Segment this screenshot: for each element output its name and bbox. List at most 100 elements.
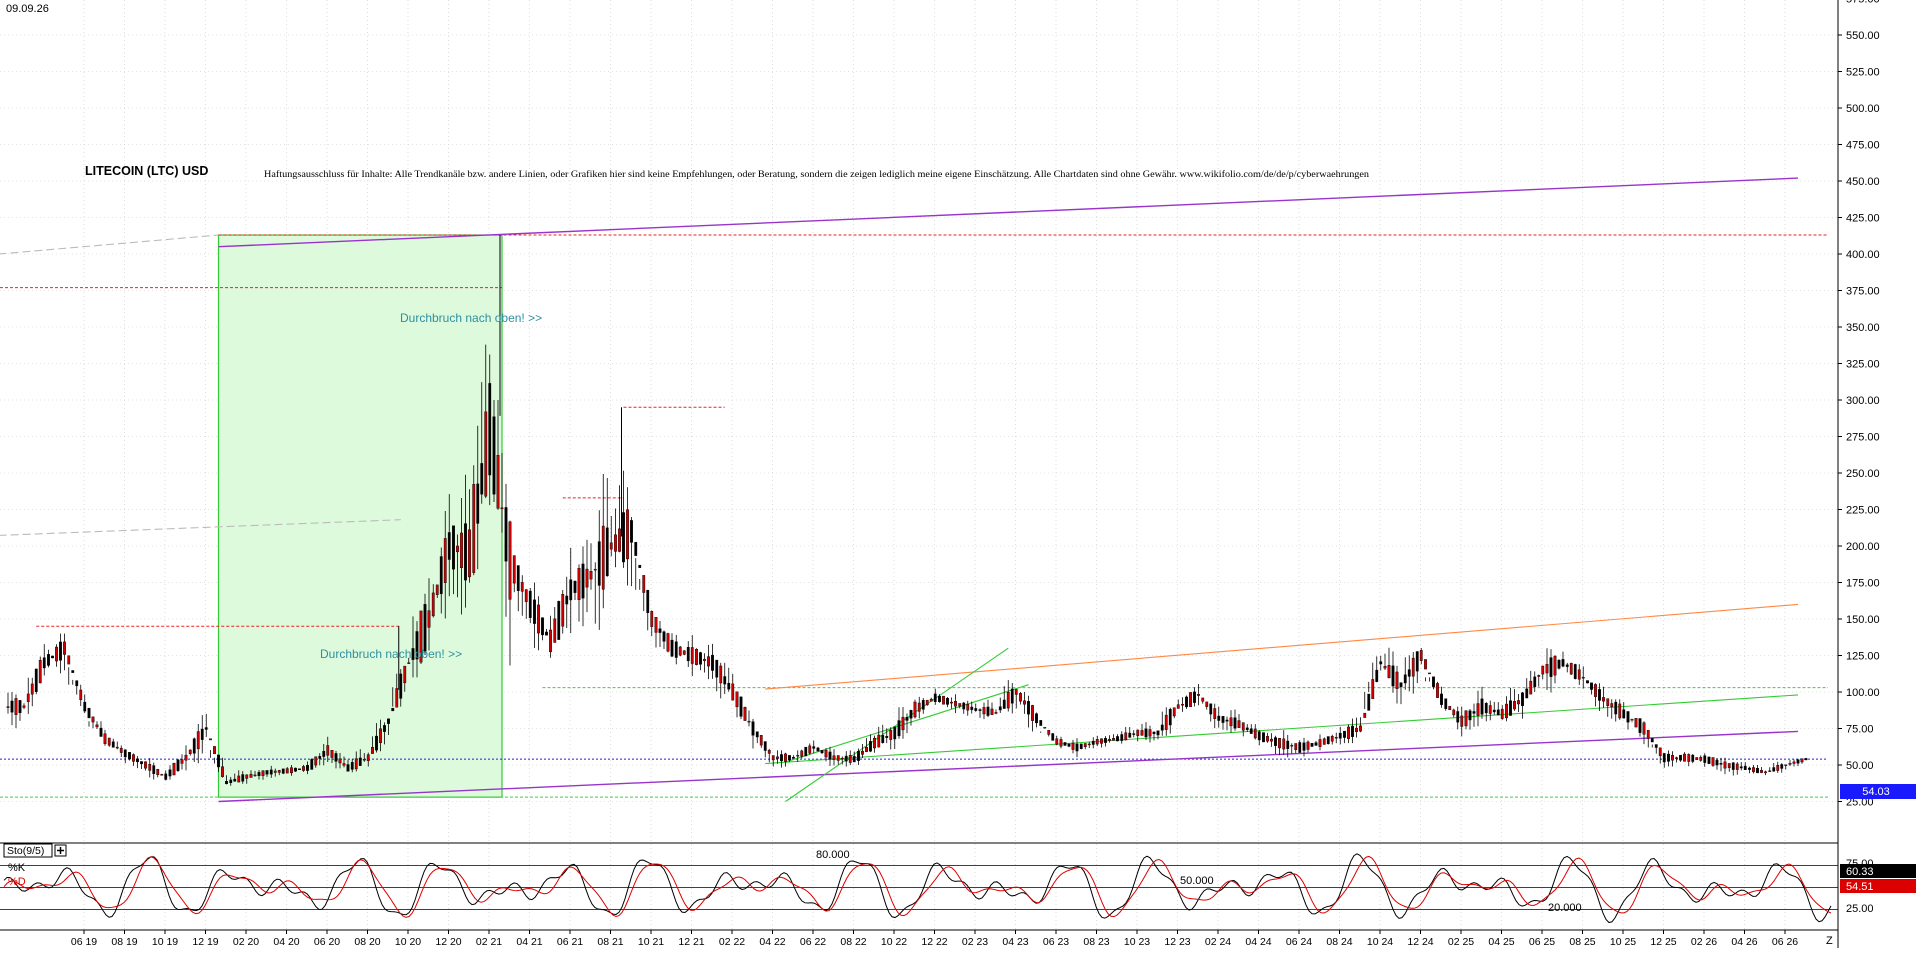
- candle-body: [484, 411, 488, 497]
- candle-body: [1326, 736, 1330, 745]
- candle-body: [1306, 741, 1310, 750]
- candle-body: [1031, 705, 1034, 721]
- candle-body: [804, 746, 808, 757]
- candle-body: [1209, 703, 1213, 715]
- candle-body: [1752, 767, 1755, 773]
- candle-body: [1638, 718, 1642, 733]
- candle-body: [516, 565, 520, 591]
- candle-body: [573, 580, 577, 593]
- x-tick-label: 10 23: [1124, 936, 1150, 948]
- candle-body: [342, 763, 346, 766]
- candle-body: [885, 736, 889, 738]
- candle-body: [34, 668, 38, 692]
- candle-body: [1577, 669, 1581, 680]
- candle-body: [1428, 672, 1431, 675]
- candle-body: [1590, 682, 1593, 690]
- candle-body: [1245, 727, 1249, 730]
- candle-body: [1654, 744, 1658, 748]
- candle-body: [447, 532, 451, 560]
- candle-body: [1444, 698, 1448, 709]
- y-tick-label: 525.00: [1846, 67, 1880, 79]
- candle-body: [75, 680, 79, 687]
- candle-body: [245, 774, 249, 779]
- candle-body: [1310, 742, 1314, 747]
- x-tick-label: 12 19: [192, 936, 218, 948]
- candle-body: [1557, 659, 1561, 669]
- candle-body: [306, 765, 309, 771]
- candle-body: [537, 604, 540, 634]
- candle-body: [1387, 665, 1391, 679]
- candle-body: [504, 507, 508, 562]
- candle-body: [1602, 697, 1605, 702]
- candle-body: [861, 750, 864, 755]
- candle-body: [10, 700, 14, 713]
- candle-body: [326, 745, 330, 756]
- x-tick-label: 06 21: [557, 936, 583, 948]
- candle-body: [1282, 738, 1286, 750]
- candle-body: [1266, 736, 1269, 742]
- x-tick-label: 04 26: [1731, 936, 1757, 948]
- date-label: 09.09.26: [6, 3, 49, 15]
- candle-body: [1367, 693, 1371, 711]
- x-tick-label: 06 20: [314, 936, 340, 948]
- candle-body: [95, 724, 99, 728]
- candle-body: [91, 716, 95, 723]
- candle-body: [1197, 694, 1200, 696]
- x-tick-label: 10 19: [152, 936, 178, 948]
- candle-body: [269, 769, 273, 775]
- y-tick-label: 575.00: [1846, 0, 1880, 6]
- candle-body: [1436, 683, 1439, 698]
- candle-body: [371, 746, 374, 754]
- candle-body: [1646, 729, 1650, 739]
- candle-body: [290, 767, 293, 774]
- candle-body: [176, 759, 180, 771]
- candle-body: [1148, 729, 1152, 737]
- y-tick-label: 500.00: [1846, 103, 1880, 115]
- candle-body: [314, 756, 318, 766]
- candle-body: [310, 759, 314, 770]
- candle-body: [990, 708, 994, 715]
- indicator-add-icon[interactable]: [54, 844, 67, 857]
- candle-body: [1144, 728, 1148, 738]
- candle-body: [1517, 700, 1520, 705]
- candle-body: [893, 726, 897, 740]
- candle-body: [1480, 698, 1484, 715]
- candle-body: [1407, 669, 1411, 677]
- candle-body: [387, 718, 390, 724]
- x-tick-label: 08 20: [354, 936, 380, 948]
- stoch-level-20: 20.000: [1548, 902, 1582, 914]
- candle-body: [1472, 711, 1476, 714]
- candle-body: [1687, 754, 1691, 762]
- stoch-k-value: 60.33: [1846, 866, 1874, 878]
- candle-body: [715, 659, 719, 678]
- candle-body: [970, 706, 974, 710]
- candle-body: [1695, 757, 1699, 760]
- candle-body: [132, 754, 135, 762]
- trend-line-green-support: [765, 694, 1799, 765]
- candle-body: [650, 611, 654, 627]
- candle-body: [63, 641, 66, 655]
- candle-body: [824, 749, 828, 758]
- candle-body: [1610, 703, 1614, 707]
- candle-body: [1452, 709, 1456, 716]
- candle-body: [800, 750, 804, 757]
- candle-body: [1100, 738, 1103, 744]
- candle-body: [1314, 742, 1318, 746]
- candle-body: [1553, 656, 1557, 676]
- candle-body: [22, 705, 26, 708]
- candle-body: [14, 698, 18, 715]
- candle-body: [557, 601, 561, 640]
- candle-body: [1253, 728, 1257, 739]
- x-tick-label: 08 19: [111, 936, 137, 948]
- annotation-breakout-2: Durchbruch nach oben! >>: [320, 647, 462, 661]
- candle-body: [1237, 720, 1241, 728]
- x-tick-label: 04 23: [1002, 936, 1028, 948]
- candle-body: [1347, 726, 1350, 740]
- candle-body: [1322, 738, 1326, 745]
- candle-body: [302, 766, 305, 771]
- candle-body: [731, 683, 735, 701]
- candle-body: [828, 751, 832, 760]
- candle-body: [354, 758, 358, 770]
- y-tick-label: 200.00: [1846, 541, 1880, 553]
- candle-body: [541, 617, 544, 636]
